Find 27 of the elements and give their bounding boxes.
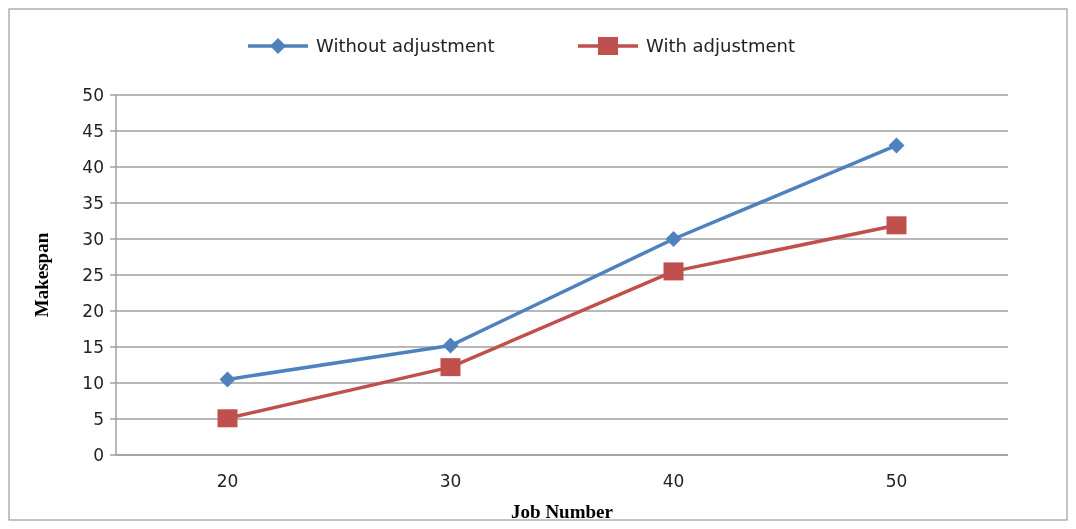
x-tick-label: 30 [439,471,462,491]
point [663,262,684,281]
y-tick-label: 25 [82,264,104,285]
legend-label: With adjustment [646,35,795,57]
x-tick-label: 50 [885,471,908,491]
y-tick-label: 20 [82,300,104,321]
point [217,409,238,428]
y-tick-label: 35 [82,192,104,213]
point [886,216,907,235]
point [665,231,682,247]
x-tick-label: 40 [662,471,685,491]
point [440,358,461,377]
y-tick-label: 30 [82,228,104,249]
y-tick-label: 10 [82,372,104,393]
legend-label: Without adjustment [316,35,495,57]
y-tick-label: 50 [82,84,104,105]
y-tick-label: 40 [82,156,104,177]
point [888,137,905,154]
y-axis-title: Makespan [31,232,52,318]
y-tick-label: 45 [82,120,104,141]
point [219,371,236,388]
x-tick-label: 20 [216,471,239,491]
x-axis-title: Job Number [511,501,614,522]
y-tick-label: 5 [93,408,104,429]
y-tick-label: 15 [82,336,104,357]
point [442,337,459,354]
y-tick-label: 0 [93,444,104,465]
